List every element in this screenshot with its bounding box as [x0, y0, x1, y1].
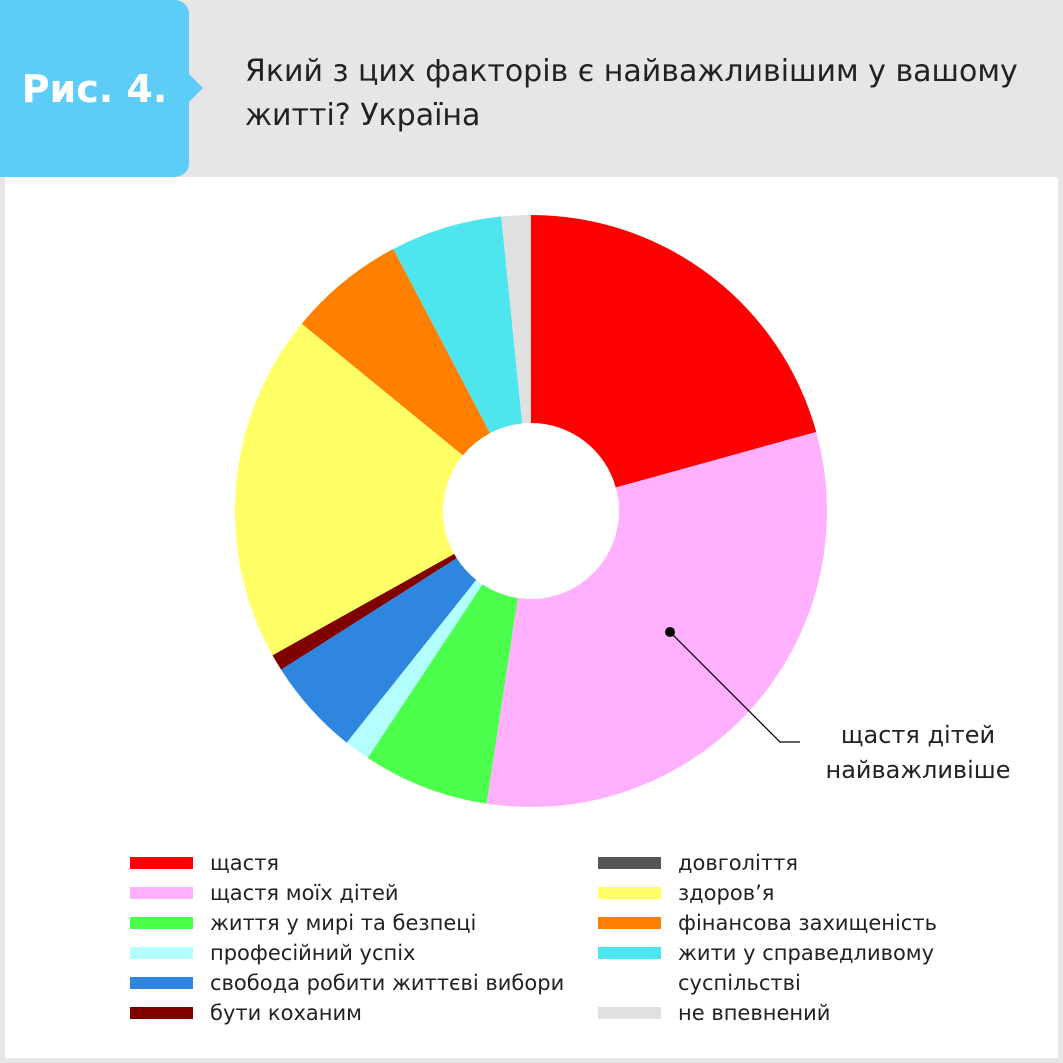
annotation-text: щастя дітей	[841, 721, 995, 749]
legend-label: бути коханим	[210, 1001, 362, 1025]
annotation-text: найважливіше	[826, 756, 1011, 784]
legend-label: не впевнений	[678, 1001, 831, 1025]
legend-swatch	[598, 1007, 661, 1019]
pie-slice	[367, 584, 518, 804]
legend-swatch	[130, 857, 193, 869]
legend-label: здоров’я	[678, 881, 775, 905]
legend-label: щастя моїх дітей	[210, 881, 399, 905]
legend-item: щастя моїх дітей	[130, 878, 598, 908]
pie-slice	[346, 579, 483, 758]
legend: щастя щастя моїх дітей життя у мирі та без…	[130, 848, 948, 1028]
legend-label: професійний успіх	[210, 941, 416, 965]
pie-slice	[501, 215, 531, 424]
legend-swatch	[130, 977, 193, 989]
legend-swatch	[598, 917, 661, 929]
legend-item: бути коханим	[130, 998, 598, 1028]
legend-item: життя у мирі та безпеці	[130, 908, 598, 938]
legend-column: щастя щастя моїх дітей життя у мирі та без…	[130, 848, 598, 1028]
legend-item: жити у справедливому суспільстві	[598, 938, 948, 998]
legend-item: здоров’я	[598, 878, 948, 908]
legend-label: жити у справедливому суспільстві	[678, 941, 935, 995]
legend-label: фінансова захищеність	[678, 911, 937, 935]
legend-item: фінансова захищеність	[598, 908, 948, 938]
legend-swatch	[598, 947, 661, 959]
legend-label: життя у мирі та безпеці	[210, 911, 477, 935]
pie-slice	[272, 553, 457, 670]
legend-swatch	[598, 887, 661, 899]
legend-swatch	[598, 857, 661, 869]
figure-badge: Рис. 4.	[0, 0, 203, 177]
legend-swatch	[130, 887, 193, 899]
pie-slice	[486, 431, 827, 807]
legend-swatch	[130, 1007, 193, 1019]
legend-label: щастя	[210, 851, 280, 875]
legend-item: довголіття	[598, 848, 948, 878]
legend-label: свобода робити життєві вибори	[210, 971, 565, 995]
legend-item: щастя	[130, 848, 598, 878]
annotation-line	[669, 631, 800, 743]
legend-swatch	[130, 917, 193, 929]
legend-item: професійний успіх	[130, 938, 598, 968]
legend-column: довголіття здоров’я фінансова захищеність ж…	[598, 848, 948, 1028]
pie-slice	[234, 323, 463, 656]
legend-swatch	[130, 947, 193, 959]
pie-slice	[393, 216, 523, 434]
legend-item: свобода робити життєві вибори	[130, 968, 598, 998]
pie-slice	[531, 215, 817, 488]
legend-item: не впевнений	[598, 998, 948, 1028]
chart-title: Який з цих факторів є найважливішим у ва…	[245, 54, 1018, 133]
pie-slice	[301, 248, 491, 456]
pie-slice	[281, 558, 477, 743]
legend-label: довголіття	[678, 851, 798, 875]
